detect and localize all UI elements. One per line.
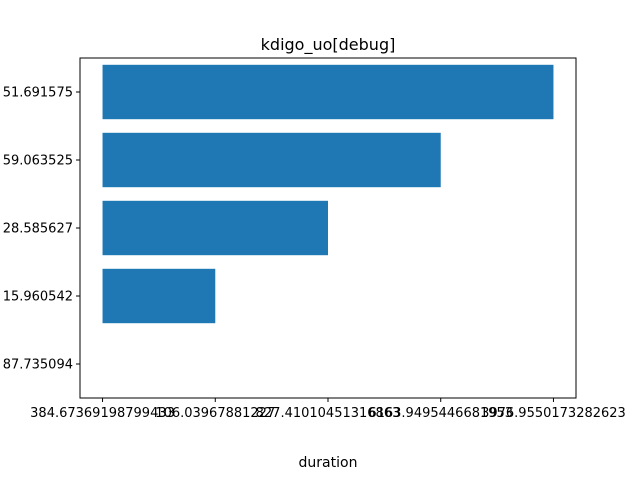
bar [102, 64, 554, 120]
x-axis-label: duration [299, 455, 358, 471]
bar [102, 200, 328, 256]
x-tick-label: 384.67369198799433 [30, 406, 175, 421]
x-tick-label: 3976.9550173282623 [481, 406, 626, 421]
x-tick-label: 6163.9495446681953 [368, 406, 513, 421]
y-tick-label: 51.691575 [3, 86, 73, 101]
chart-title: kdigo_uo[debug] [261, 35, 396, 55]
y-axis-ticks: 87.735094 15.960542 28.585627 59.063525 51.6… [3, 86, 80, 373]
x-tick-label: 827.41010451316863 [256, 406, 401, 421]
bar [102, 268, 216, 324]
bar [102, 132, 441, 188]
y-tick-label: 28.585627 [3, 222, 73, 237]
plot-frame [79, 57, 577, 399]
bars-layer [102, 64, 554, 324]
x-axis-ticks: 384.67369198799433106.03967881227827.410… [30, 398, 626, 421]
y-tick-label: 15.960542 [3, 290, 73, 305]
y-tick-label: 87.735094 [3, 358, 73, 373]
x-tick-label: 106.03967881227 [155, 406, 275, 421]
y-tick-label: 59.063525 [3, 154, 73, 169]
